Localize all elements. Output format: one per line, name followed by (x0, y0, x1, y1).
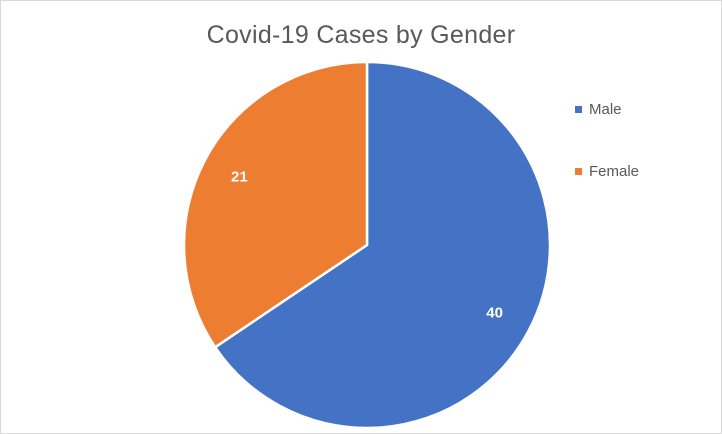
data-label-male: 40 (486, 304, 503, 321)
legend-swatch-male (575, 105, 582, 113)
legend: Male Female (575, 99, 639, 223)
data-label-female: 21 (231, 169, 248, 186)
legend-swatch-female (575, 167, 582, 175)
legend-item-female: Female (575, 161, 639, 181)
legend-label-female: Female (589, 162, 640, 180)
chart-title: Covid-19 Cases by Gender (206, 21, 516, 49)
legend-label-male: Male (589, 100, 622, 118)
pie-slice-female (182, 60, 369, 349)
pie-slice-male (213, 60, 552, 430)
legend-item-male: Male (575, 99, 639, 119)
